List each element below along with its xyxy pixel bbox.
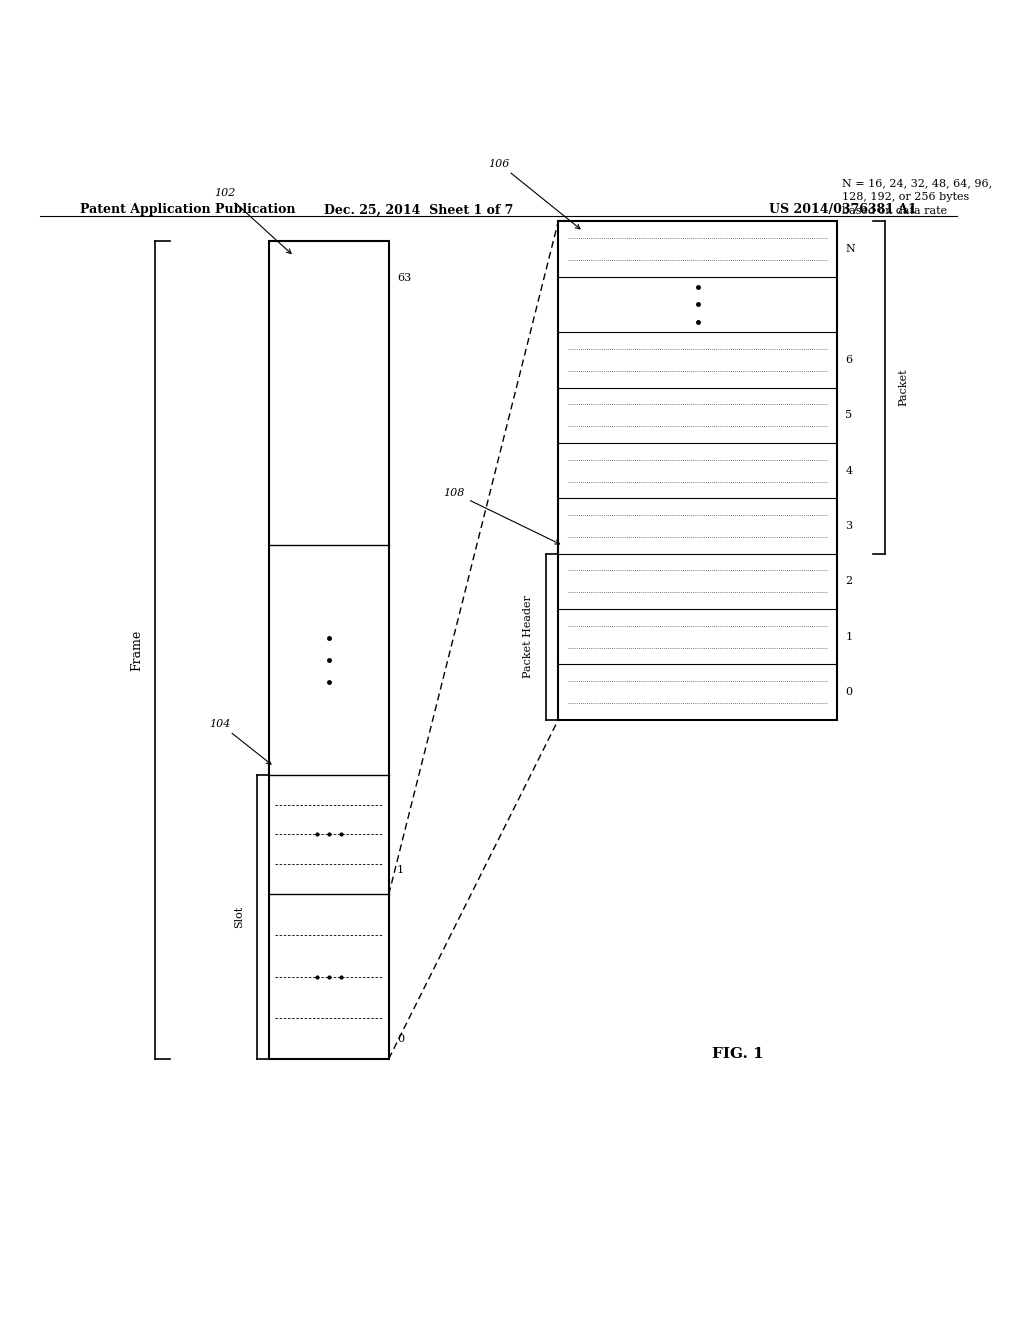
Text: 104: 104 [209,719,271,764]
Text: Packet: Packet [898,368,908,407]
Text: 0: 0 [846,688,853,697]
Bar [558,222,838,719]
Text: 4: 4 [846,466,853,475]
Text: 1: 1 [846,632,853,642]
Text: 108: 108 [443,488,560,544]
Text: 6: 6 [846,355,853,364]
Text: Packet Header: Packet Header [523,595,534,678]
Text: Frame: Frame [130,630,143,671]
Text: N = 16, 24, 32, 48, 64, 96,
128, 192, or 256 bytes
based on data rate: N = 16, 24, 32, 48, 64, 96, 128, 192, or… [843,178,992,216]
Text: US 2014/0376381 A1: US 2014/0376381 A1 [769,203,918,216]
Text: 102: 102 [214,189,291,253]
Text: 3: 3 [846,521,853,531]
Text: 106: 106 [488,158,580,228]
Text: 1: 1 [396,866,403,875]
Text: 2: 2 [846,577,853,586]
Bar [269,242,389,1059]
Text: 5: 5 [846,411,853,420]
Text: Slot: Slot [234,906,245,928]
Text: Dec. 25, 2014  Sheet 1 of 7: Dec. 25, 2014 Sheet 1 of 7 [324,203,513,216]
Text: 0: 0 [396,1034,403,1044]
Text: FIG. 1: FIG. 1 [712,1047,764,1061]
Text: N: N [846,244,855,253]
Text: 63: 63 [396,273,411,282]
Text: Patent Application Publication: Patent Application Publication [80,203,295,216]
